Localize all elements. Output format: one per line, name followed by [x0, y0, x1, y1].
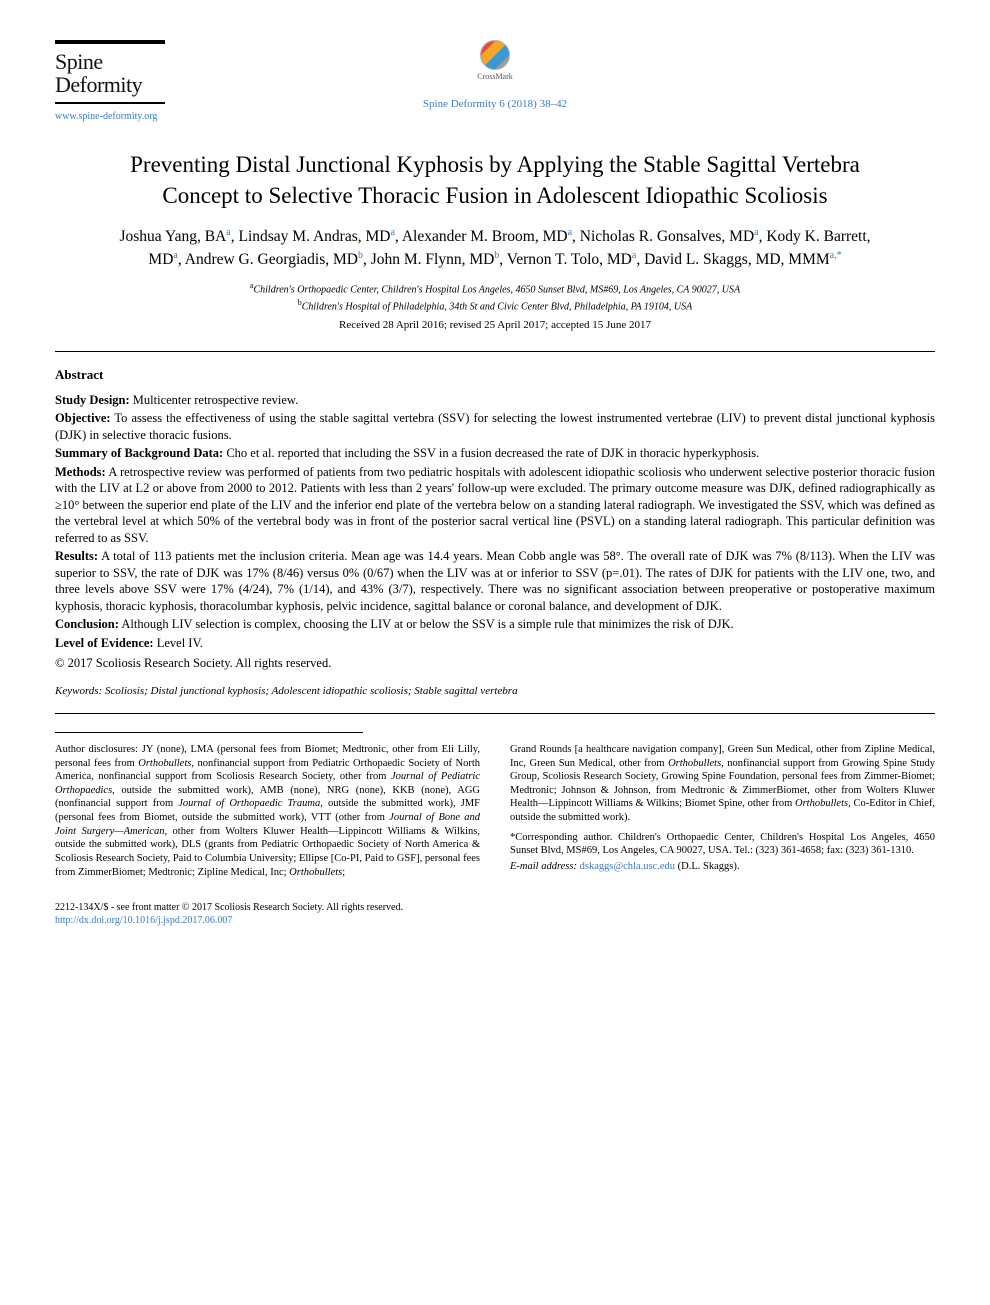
abstract-section-heading: Level of Evidence: — [55, 636, 154, 650]
authors-list: Joshua Yang, BAa, Lindsay M. Andras, MDa… — [105, 225, 885, 272]
journal-url[interactable]: www.spine-deformity.org — [55, 110, 157, 124]
journal-name-line2: Deformity — [55, 73, 142, 96]
abstract-section-heading: Results: — [55, 549, 98, 563]
abstract-section-heading: Study Design: — [55, 393, 130, 407]
keywords-label: Keywords: — [55, 685, 102, 697]
abstract-section-text: Cho et al. reported that including the S… — [226, 446, 759, 460]
journal-name-line1: Spine — [55, 50, 103, 73]
abstract-section-heading: Methods: — [55, 465, 106, 479]
abstract-section-text: To assess the effectiveness of using the… — [55, 411, 935, 442]
footnote-rule — [55, 732, 363, 733]
journal-logo: Spine Deformity www.spine-deformity.org — [55, 40, 165, 124]
crossmark-icon — [480, 40, 510, 70]
abstract-heading: Abstract — [55, 366, 935, 384]
title-block: Preventing Distal Junctional Kyphosis by… — [55, 149, 935, 333]
author: Vernon T. Tolo, MDa — [507, 251, 637, 268]
article-title: Preventing Distal Junctional Kyphosis by… — [95, 149, 895, 211]
author: Andrew G. Georgiadis, MDb — [185, 251, 363, 268]
author: Alexander M. Broom, MDa — [402, 228, 572, 245]
crossmark-badge[interactable]: CrossMark — [477, 40, 513, 83]
abstract-section-heading: Objective: — [55, 411, 111, 425]
affiliation-a: aChildren's Orthopaedic Center, Children… — [55, 280, 935, 297]
footnote-col-left: Author disclosures: JY (none), LMA (pers… — [55, 743, 480, 879]
bottom-publisher-line: 2212-134X/$ - see front matter © 2017 Sc… — [55, 901, 935, 927]
author: Lindsay M. Andras, MDa — [238, 228, 394, 245]
corresponding-author: *Corresponding author. Children's Orthop… — [510, 832, 935, 857]
email-name: (D.L. Skaggs). — [678, 861, 740, 872]
author: John M. Flynn, MDb — [371, 251, 500, 268]
abstract-section-heading: Conclusion: — [55, 617, 119, 631]
rule-bottom — [55, 713, 935, 714]
citation-line[interactable]: Spine Deformity 6 (2018) 38–42 — [423, 97, 567, 112]
rule-top — [55, 351, 935, 352]
doi-link[interactable]: http://dx.doi.org/10.1016/j.jspd.2017.06… — [55, 914, 935, 927]
abstract-section-text: Although LIV selection is complex, choos… — [121, 617, 733, 631]
crossmark-label: CrossMark — [477, 72, 513, 83]
abstract-section-text: A total of 113 patients met the inclusio… — [55, 549, 935, 613]
keywords-text: Scoliosis; Distal junctional kyphosis; A… — [105, 685, 518, 697]
copyright-line: © 2017 Scoliosis Research Society. All r… — [55, 655, 935, 672]
footnotes: Author disclosures: JY (none), LMA (pers… — [55, 743, 935, 879]
abstract-section-text: A retrospective review was performed of … — [55, 465, 935, 545]
abstract-section-heading: Summary of Background Data: — [55, 446, 223, 460]
abstract-body: Study Design: Multicenter retrospective … — [55, 392, 935, 652]
disclosures-left: Author disclosures: JY (none), LMA (pers… — [55, 744, 480, 878]
disclosures-right: Grand Rounds [a healthcare navigation co… — [510, 744, 935, 823]
email-label: E-mail address: — [510, 861, 577, 872]
affiliation-b: bChildren's Hospital of Philadelphia, 34… — [55, 297, 935, 314]
footnote-col-right: Grand Rounds [a healthcare navigation co… — [510, 743, 935, 879]
keywords-line: Keywords: Scoliosis; Distal junctional k… — [55, 684, 935, 699]
author: Nicholas R. Gonsalves, MDa — [580, 228, 759, 245]
abstract-section-text: Level IV. — [157, 636, 203, 650]
author: Joshua Yang, BAa — [119, 228, 230, 245]
article-dates: Received 28 April 2016; revised 25 April… — [55, 318, 935, 333]
header-center: CrossMark Spine Deformity 6 (2018) 38–42 — [195, 40, 795, 112]
email-link[interactable]: dskaggs@chla.usc.edu — [580, 861, 675, 872]
header-row: Spine Deformity www.spine-deformity.org … — [55, 40, 935, 124]
issn-line: 2212-134X/$ - see front matter © 2017 Sc… — [55, 901, 935, 914]
abstract-section-text: Multicenter retrospective review. — [133, 393, 298, 407]
author: David L. Skaggs, MD, MMMa,* — [644, 251, 842, 268]
